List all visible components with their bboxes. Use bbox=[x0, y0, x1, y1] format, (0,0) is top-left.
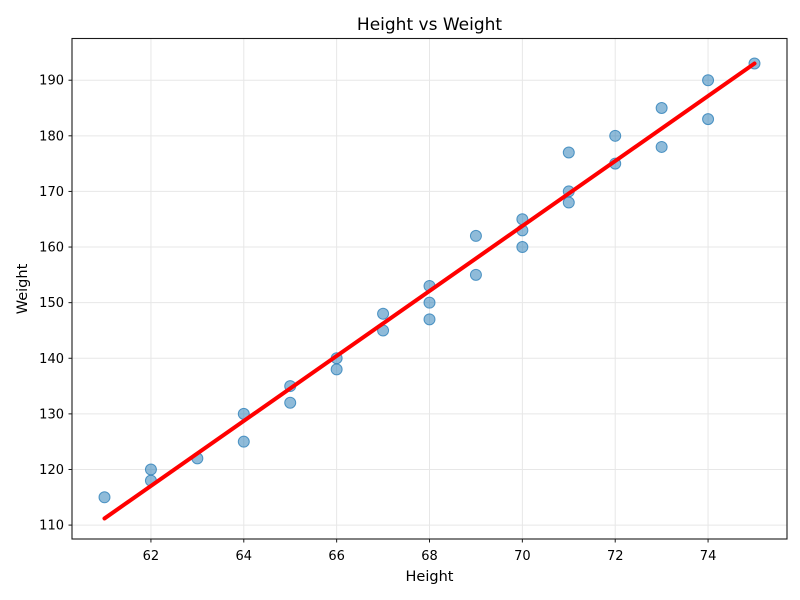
tick-layer: 62 64 66 68 70 72 74 110 120 130 140 150 160 170 180 19… bbox=[39, 74, 716, 564]
scatter-point bbox=[469, 268, 482, 281]
scatter-point bbox=[284, 396, 297, 409]
scatter-point bbox=[609, 129, 622, 142]
grid-layer bbox=[72, 38, 787, 539]
y-tick-label: 150 bbox=[39, 296, 64, 311]
trend-line-layer bbox=[102, 61, 757, 521]
x-tick-label: 64 bbox=[236, 549, 253, 564]
y-tick-label: 170 bbox=[39, 185, 64, 200]
x-axis-label: Height bbox=[406, 569, 454, 585]
trend-line bbox=[102, 61, 757, 521]
scatter-point bbox=[330, 363, 343, 376]
x-tick-label: 62 bbox=[143, 549, 160, 564]
scatter-point bbox=[655, 102, 668, 115]
scatter-point bbox=[469, 229, 482, 242]
y-tick-label: 140 bbox=[39, 352, 64, 367]
scatter-point bbox=[377, 307, 390, 320]
y-tick-label: 110 bbox=[39, 519, 64, 534]
x-tick-label: 70 bbox=[514, 549, 531, 564]
scatter-point bbox=[423, 296, 436, 309]
scatter-point bbox=[655, 140, 668, 153]
x-tick-label: 74 bbox=[700, 549, 717, 564]
y-tick-label: 130 bbox=[39, 407, 64, 422]
chart-title: Height vs Weight bbox=[357, 15, 502, 35]
y-tick-label: 180 bbox=[39, 129, 64, 144]
scatter-point bbox=[702, 74, 715, 87]
scatter-point bbox=[98, 491, 111, 504]
x-tick-label: 66 bbox=[328, 549, 345, 564]
x-tick-label: 72 bbox=[607, 549, 624, 564]
scatter-point bbox=[237, 435, 250, 448]
scatter-point bbox=[144, 463, 157, 476]
scatter-point bbox=[516, 241, 529, 254]
scatter-point bbox=[562, 196, 575, 209]
y-tick-label: 120 bbox=[39, 463, 64, 478]
scatter-point bbox=[423, 313, 436, 326]
scatter-point bbox=[702, 113, 715, 126]
scatter-point bbox=[562, 146, 575, 159]
x-tick-label: 68 bbox=[421, 549, 438, 564]
y-axis-label: Weight bbox=[15, 263, 31, 314]
y-tick-label: 160 bbox=[39, 241, 64, 256]
y-tick-label: 190 bbox=[39, 74, 64, 89]
